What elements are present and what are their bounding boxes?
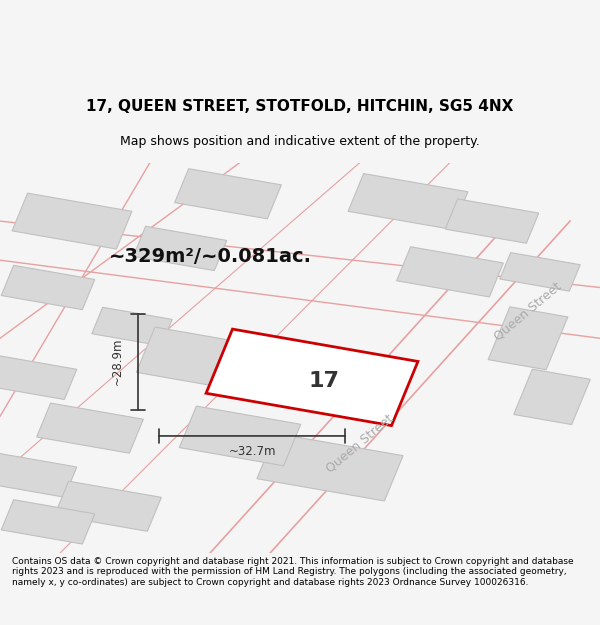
Text: Map shows position and indicative extent of the property.: Map shows position and indicative extent… — [120, 135, 480, 148]
Polygon shape — [55, 481, 161, 531]
Polygon shape — [179, 406, 301, 466]
Polygon shape — [397, 247, 503, 297]
Polygon shape — [500, 253, 580, 291]
Polygon shape — [0, 355, 77, 399]
Polygon shape — [136, 327, 248, 389]
Polygon shape — [133, 226, 227, 271]
Polygon shape — [37, 403, 143, 453]
Text: Queen Street: Queen Street — [492, 279, 564, 342]
Polygon shape — [175, 169, 281, 219]
Polygon shape — [0, 453, 77, 497]
Polygon shape — [348, 174, 468, 229]
Text: 17, QUEEN STREET, STOTFOLD, HITCHIN, SG5 4NX: 17, QUEEN STREET, STOTFOLD, HITCHIN, SG5… — [86, 99, 514, 114]
Text: ~32.7m: ~32.7m — [228, 445, 276, 458]
Polygon shape — [12, 193, 132, 249]
Polygon shape — [1, 500, 95, 544]
Text: Contains OS data © Crown copyright and database right 2021. This information is : Contains OS data © Crown copyright and d… — [12, 557, 574, 586]
Polygon shape — [514, 369, 590, 424]
Polygon shape — [206, 329, 418, 426]
Polygon shape — [257, 433, 403, 501]
Text: Queen Street: Queen Street — [324, 412, 396, 476]
Text: ~329m²/~0.081ac.: ~329m²/~0.081ac. — [109, 247, 311, 266]
Polygon shape — [1, 266, 95, 309]
Polygon shape — [488, 307, 568, 370]
Text: 17: 17 — [308, 371, 340, 391]
Polygon shape — [92, 308, 172, 346]
Text: ~28.9m: ~28.9m — [110, 338, 124, 386]
Polygon shape — [445, 199, 539, 243]
